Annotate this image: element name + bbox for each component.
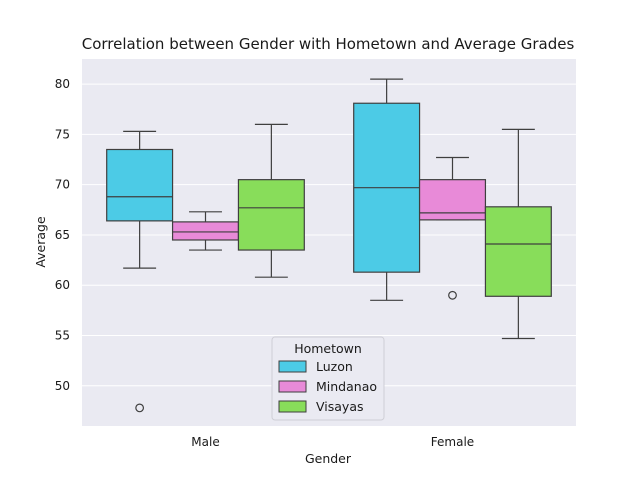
y-tick-label-55: 55 xyxy=(55,329,70,343)
legend-label-mindanao: Mindanao xyxy=(316,379,377,394)
legend-box xyxy=(271,336,385,421)
legend-title: Hometown xyxy=(294,341,362,356)
legend-items: Luzon Mindanao Visayas xyxy=(278,359,377,414)
box-iqr xyxy=(418,179,487,221)
legend-label-visayas: Visayas xyxy=(316,399,364,414)
outlier-point xyxy=(448,290,457,300)
x-tick-label-female: Female xyxy=(431,435,474,449)
y-axis-ticks: 50 55 60 65 70 75 80 xyxy=(55,77,70,393)
y-tick-label-75: 75 xyxy=(55,127,70,141)
box-mindanao-female xyxy=(418,156,487,300)
chart-title: Correlation between Gender with Hometown… xyxy=(82,35,575,53)
x-axis-ticks: Male Female xyxy=(191,435,474,449)
y-axis-label: Average xyxy=(33,216,48,268)
box-groups xyxy=(106,78,552,413)
legend-swatch-visayas xyxy=(278,400,307,413)
x-tick-label-male: Male xyxy=(191,435,219,449)
y-tick-label-80: 80 xyxy=(55,77,70,91)
box-luzon-female xyxy=(353,78,421,301)
box-mindanao-male xyxy=(171,211,240,251)
y-tick-label-70: 70 xyxy=(55,178,70,192)
box-visayas-male xyxy=(237,123,305,278)
legend-label-luzon: Luzon xyxy=(316,359,353,374)
gridlines xyxy=(82,83,576,387)
box-luzon-male xyxy=(106,130,174,413)
box-iqr xyxy=(106,148,174,222)
x-axis-label: Gender xyxy=(305,451,352,466)
box-visayas-female xyxy=(484,128,552,340)
box-iqr xyxy=(237,179,305,251)
y-tick-label-65: 65 xyxy=(55,228,70,242)
legend-swatch-luzon xyxy=(278,360,307,373)
outlier-point xyxy=(135,403,145,413)
box-iqr xyxy=(171,221,240,241)
y-tick-label-50: 50 xyxy=(55,379,70,393)
legend-swatch-mindanao xyxy=(278,380,307,393)
y-tick-label-60: 60 xyxy=(55,278,70,292)
legend: Hometown Luzon Mindanao Visayas xyxy=(271,336,385,421)
box-iqr xyxy=(484,206,552,297)
